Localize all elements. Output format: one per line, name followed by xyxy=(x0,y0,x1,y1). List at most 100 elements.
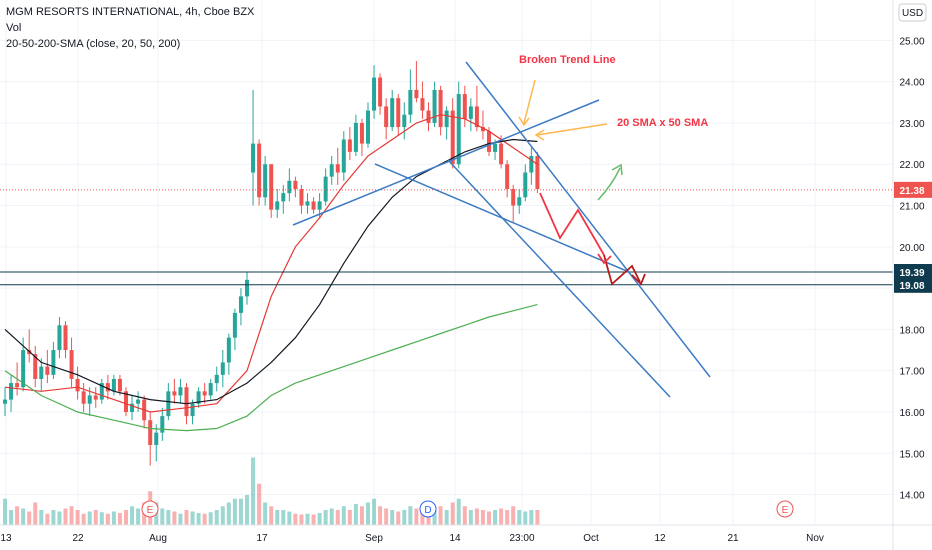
candle[interactable] xyxy=(124,391,128,412)
candle[interactable] xyxy=(529,155,534,173)
horizontal-levels[interactable] xyxy=(0,189,893,286)
candle[interactable] xyxy=(269,164,274,210)
candle[interactable] xyxy=(226,337,231,363)
candle[interactable] xyxy=(63,325,68,351)
candle[interactable] xyxy=(178,387,183,396)
candle[interactable] xyxy=(57,325,62,351)
candle[interactable] xyxy=(347,139,352,152)
candle[interactable] xyxy=(450,110,455,165)
candle[interactable] xyxy=(353,122,358,152)
candle[interactable] xyxy=(468,106,473,119)
candle[interactable] xyxy=(378,77,383,107)
candle[interactable] xyxy=(444,110,449,128)
candle[interactable] xyxy=(517,197,522,206)
candle[interactable] xyxy=(372,77,377,111)
candle[interactable] xyxy=(130,403,135,412)
candle[interactable] xyxy=(390,98,395,128)
candle[interactable] xyxy=(9,383,14,400)
candle[interactable] xyxy=(505,164,510,190)
candle[interactable] xyxy=(456,94,461,165)
candle[interactable] xyxy=(335,164,340,173)
candles[interactable] xyxy=(3,61,540,466)
candle[interactable] xyxy=(263,164,268,198)
candle[interactable] xyxy=(414,89,419,99)
candle[interactable] xyxy=(111,378,116,392)
event-marker[interactable] xyxy=(141,500,159,518)
candle[interactable] xyxy=(208,383,213,396)
candle[interactable] xyxy=(69,350,74,379)
candle[interactable] xyxy=(523,172,528,198)
candle[interactable] xyxy=(299,189,304,206)
candle[interactable] xyxy=(493,143,498,152)
currency-box[interactable] xyxy=(898,3,927,22)
candle[interactable] xyxy=(408,89,413,115)
candle[interactable] xyxy=(281,193,286,202)
candle[interactable] xyxy=(136,399,141,404)
candle[interactable] xyxy=(511,189,516,206)
candle[interactable] xyxy=(317,201,322,210)
candle[interactable] xyxy=(438,89,443,128)
candle[interactable] xyxy=(396,98,401,128)
candle[interactable] xyxy=(480,127,485,132)
candle[interactable] xyxy=(245,279,249,297)
trend-line[interactable] xyxy=(465,61,711,378)
candle[interactable] xyxy=(402,114,407,128)
candle[interactable] xyxy=(45,366,50,375)
candle[interactable] xyxy=(87,395,92,404)
candle[interactable] xyxy=(93,395,98,400)
event-marker[interactable] xyxy=(776,500,794,518)
candle[interactable] xyxy=(117,378,122,392)
event-marker[interactable] xyxy=(419,500,437,518)
alternative-path[interactable] xyxy=(597,167,621,201)
candle[interactable] xyxy=(487,131,491,152)
candle[interactable] xyxy=(426,110,431,123)
candle[interactable] xyxy=(257,143,262,198)
candle[interactable] xyxy=(21,350,26,388)
candle[interactable] xyxy=(251,143,256,173)
candle[interactable] xyxy=(33,354,38,379)
drawings[interactable]: E D E Broken Trend Line 20 SMA x 50 SMA xyxy=(141,54,794,518)
projection-path[interactable] xyxy=(539,192,605,256)
candle[interactable] xyxy=(166,391,171,417)
candle[interactable] xyxy=(184,387,189,417)
candle[interactable] xyxy=(359,122,364,144)
candle[interactable] xyxy=(420,98,425,111)
candle[interactable] xyxy=(432,89,437,123)
candle[interactable] xyxy=(214,374,219,384)
candle[interactable] xyxy=(3,399,7,404)
trend-line[interactable] xyxy=(292,99,600,226)
candle[interactable] xyxy=(232,312,237,338)
candle[interactable] xyxy=(81,391,86,404)
candle[interactable] xyxy=(51,350,56,375)
candle[interactable] xyxy=(366,110,370,144)
candle[interactable] xyxy=(105,383,110,392)
candle[interactable] xyxy=(160,416,165,433)
candle[interactable] xyxy=(329,164,334,177)
candle[interactable] xyxy=(462,94,467,119)
candle[interactable] xyxy=(220,362,225,375)
candle[interactable] xyxy=(311,201,316,210)
candle[interactable] xyxy=(341,139,346,173)
candle[interactable] xyxy=(293,180,298,190)
candle[interactable] xyxy=(499,143,504,165)
candle[interactable] xyxy=(75,378,80,392)
candle[interactable] xyxy=(172,391,177,396)
candle[interactable] xyxy=(148,420,153,446)
candle[interactable] xyxy=(287,180,292,194)
trend-line[interactable] xyxy=(447,159,671,398)
candle[interactable] xyxy=(190,403,195,417)
candle[interactable] xyxy=(15,383,20,388)
candle[interactable] xyxy=(275,201,280,210)
candle[interactable] xyxy=(474,106,479,128)
candle[interactable] xyxy=(305,201,310,206)
candle[interactable] xyxy=(196,391,201,404)
candle[interactable] xyxy=(384,106,389,128)
candle[interactable] xyxy=(323,176,328,202)
candle[interactable] xyxy=(99,383,104,400)
candle[interactable] xyxy=(202,391,207,396)
candle[interactable] xyxy=(535,155,540,190)
candle[interactable] xyxy=(238,296,243,313)
projection-path[interactable] xyxy=(603,254,641,286)
candle[interactable] xyxy=(39,366,44,379)
